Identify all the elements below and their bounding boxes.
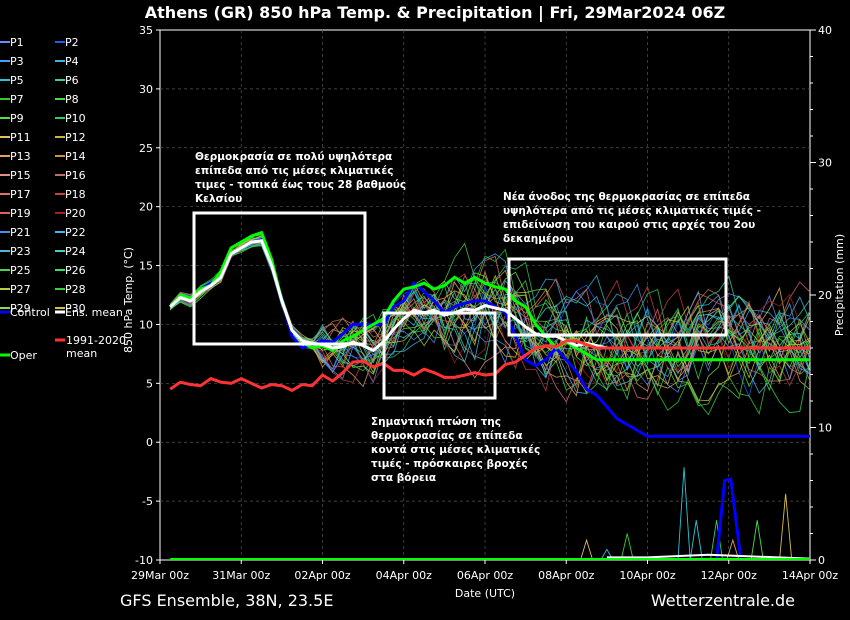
legend-label: P27 [10,283,31,296]
legend-label: P14 [65,150,86,163]
member-precip-spike [580,538,594,561]
legend-label: P4 [65,55,79,68]
member-precip-spike [689,520,703,561]
legend-label: P7 [10,93,24,106]
legend-label: P17 [10,188,31,201]
legend-label: P24 [65,245,86,258]
x-tick-label: 06Apr 00z [457,569,514,582]
y-tick-label: 25 [139,142,153,155]
member-precip-spike [726,538,740,561]
annotation-box-drop [382,311,497,400]
legend-label: P12 [65,131,86,144]
legend-label: P9 [10,112,24,125]
y-tick-label: 20 [139,201,153,214]
legend-label: P11 [10,131,31,144]
x-tick-label: 31Mar 00z [212,569,270,582]
legend-label: P30 [65,302,86,315]
y-axis-label: 850 hPa Temp. (°C) [122,247,135,353]
y2-tick-label: 40 [818,24,832,37]
y2-tick-label: 20 [818,289,832,302]
legend-label: P3 [10,55,24,68]
chart-title: Athens (GR) 850 hPa Temp. & Precipitatio… [145,3,725,23]
y-tick-label: 0 [146,436,153,449]
member-precip-spike [620,533,634,561]
legend-label: P19 [10,207,31,220]
member-precip-spike [750,520,764,561]
legend-label: P1 [10,36,24,49]
legend-label: P10 [65,112,86,125]
y-tick-label: 35 [139,24,153,37]
legend-label: P28 [65,283,86,296]
legend-label: 1991-2020 [66,334,126,347]
y-tick-label: 10 [139,318,153,331]
member-line-p17 [169,241,811,403]
legend-label: Ens. mean [65,306,123,319]
legend-label: Oper [10,349,37,362]
x-tick-label: 14Apr 00z [782,569,839,582]
annotation-warm: Θερμοκρασία σε πολύ υψηλότερα επίπεδα από… [195,151,406,205]
legend-label: P23 [10,245,31,258]
legend-label: P15 [10,169,31,182]
x-tick-label: 10Apr 00z [619,569,676,582]
y2-tick-label: 10 [818,422,832,435]
y2-axis-label: Precipitation (mm) [833,234,846,336]
y2-tick-label: 0 [818,554,825,567]
y-tick-label: -10 [135,554,153,567]
annotation-rise: Νέα άνοδος της θερμοκρασίας σε επίπεδα υψ… [503,191,761,245]
series-line-1991-2020-mean [169,339,810,393]
legend-label: P25 [10,264,31,277]
y-tick-label: 5 [146,377,153,390]
x-tick-label: 04Apr 00z [376,569,433,582]
member-line-p30 [169,239,811,402]
legend-label: P8 [65,93,79,106]
legend-label: P21 [10,226,31,239]
control-precip-spike [715,477,743,561]
y-tick-label: -5 [142,495,153,508]
legend-label: P16 [65,169,86,182]
legend-label: P22 [65,226,86,239]
x-tick-label: 02Apr 00z [294,569,351,582]
x-axis-label: Date (UTC) [455,587,515,600]
y2-tick-label: 30 [818,157,832,170]
member-precip-spike [677,467,691,561]
legend-label: P29 [10,302,31,315]
legend-label: P18 [65,188,86,201]
mean-precip-line [606,553,811,560]
y-tick-label: 15 [139,260,153,273]
legend-label: P20 [65,207,86,220]
legend-label: P26 [65,264,86,277]
member-precip-spike [710,520,724,561]
x-tick-label: 08Apr 00z [538,569,595,582]
annotation-drop: Σημαντική πτώση της θερμοκρασίας σε επίπε… [371,416,540,484]
annotation-box-rise [507,257,728,337]
legend-label: P6 [65,74,79,87]
legend-label: Control [10,306,50,319]
footer-source: Wetterzentrale.de [650,591,795,610]
footer-model-info: GFS Ensemble, 38N, 23.5E [120,591,334,610]
member-line-p29 [169,236,811,405]
legend-label: P13 [10,150,31,163]
legend-label: P2 [65,36,79,49]
x-tick-label: 29Mar 00z [131,569,189,582]
member-precip-spike [779,493,793,561]
legend-label: P5 [10,74,24,87]
legend-label: mean [66,347,97,360]
x-tick-label: 12Apr 00z [701,569,758,582]
y-tick-label: 30 [139,83,153,96]
annotation-box-warm [192,211,367,346]
